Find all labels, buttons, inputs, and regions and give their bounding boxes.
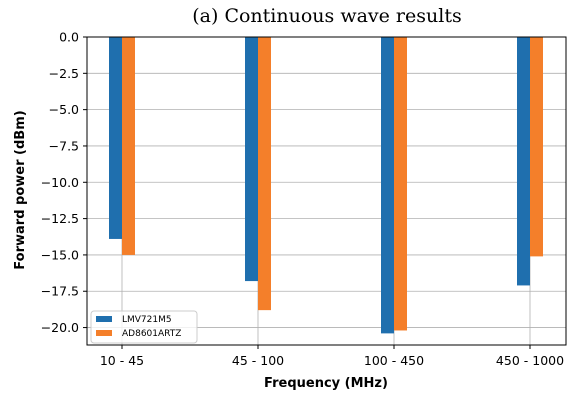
y-tick-label: −12.5: [41, 211, 79, 226]
y-ticks: 0.0 −2.5 −5.0 −7.5 −10.0 −12.5 −15.0 −17.5 −20.0: [41, 30, 87, 335]
grid: [87, 36, 566, 345]
bars: [109, 37, 543, 334]
legend-swatch-lmv721m5: [96, 316, 112, 322]
x-tick-label: 45 - 100: [232, 353, 284, 368]
legend-label-lmv721m5: LMV721M5: [122, 315, 172, 325]
legend-swatch-ad8601artz: [96, 330, 112, 336]
y-tick-label: −15.0: [41, 247, 79, 262]
bar-lmv721m5-10-45: [109, 37, 122, 239]
x-tick-label: 10 - 45: [100, 353, 144, 368]
legend: LMV721M5 AD8601ARTZ: [90, 310, 198, 344]
bar-lmv721m5-450-1000: [517, 37, 530, 286]
y-tick-label: −17.5: [41, 284, 79, 299]
y-tick-label: −2.5: [49, 66, 79, 81]
y-tick-label: −20.0: [41, 320, 79, 335]
y-tick-label: −5.0: [49, 102, 79, 117]
bar-lmv721m5-45-100: [245, 37, 258, 282]
plot-frame: [86, 36, 567, 346]
legend-label-ad8601artz: AD8601ARTZ: [122, 329, 181, 339]
x-tick-label: 450 - 1000: [496, 353, 564, 368]
x-ticks: 10 - 45 45 - 100 100 - 450 450 - 1000: [100, 345, 564, 368]
x-axis-label: Frequency (MHz): [264, 376, 388, 391]
bar-ad8601artz-45-100: [258, 37, 271, 311]
bar-ad8601artz-100-450: [394, 37, 407, 331]
chart-title: (a) Continuous wave results: [192, 5, 461, 27]
y-tick-label: 0.0: [59, 30, 79, 45]
bar-ad8601artz-450-1000: [530, 37, 543, 257]
legend-frame: [90, 310, 198, 344]
y-tick-label: −7.5: [49, 138, 79, 153]
y-tick-label: −10.0: [41, 175, 79, 190]
bar-lmv721m5-100-450: [381, 37, 394, 334]
x-tick-label: 100 - 450: [364, 353, 424, 368]
bar-ad8601artz-10-45: [122, 37, 135, 255]
y-axis-label: Forward power (dBm): [13, 110, 28, 269]
